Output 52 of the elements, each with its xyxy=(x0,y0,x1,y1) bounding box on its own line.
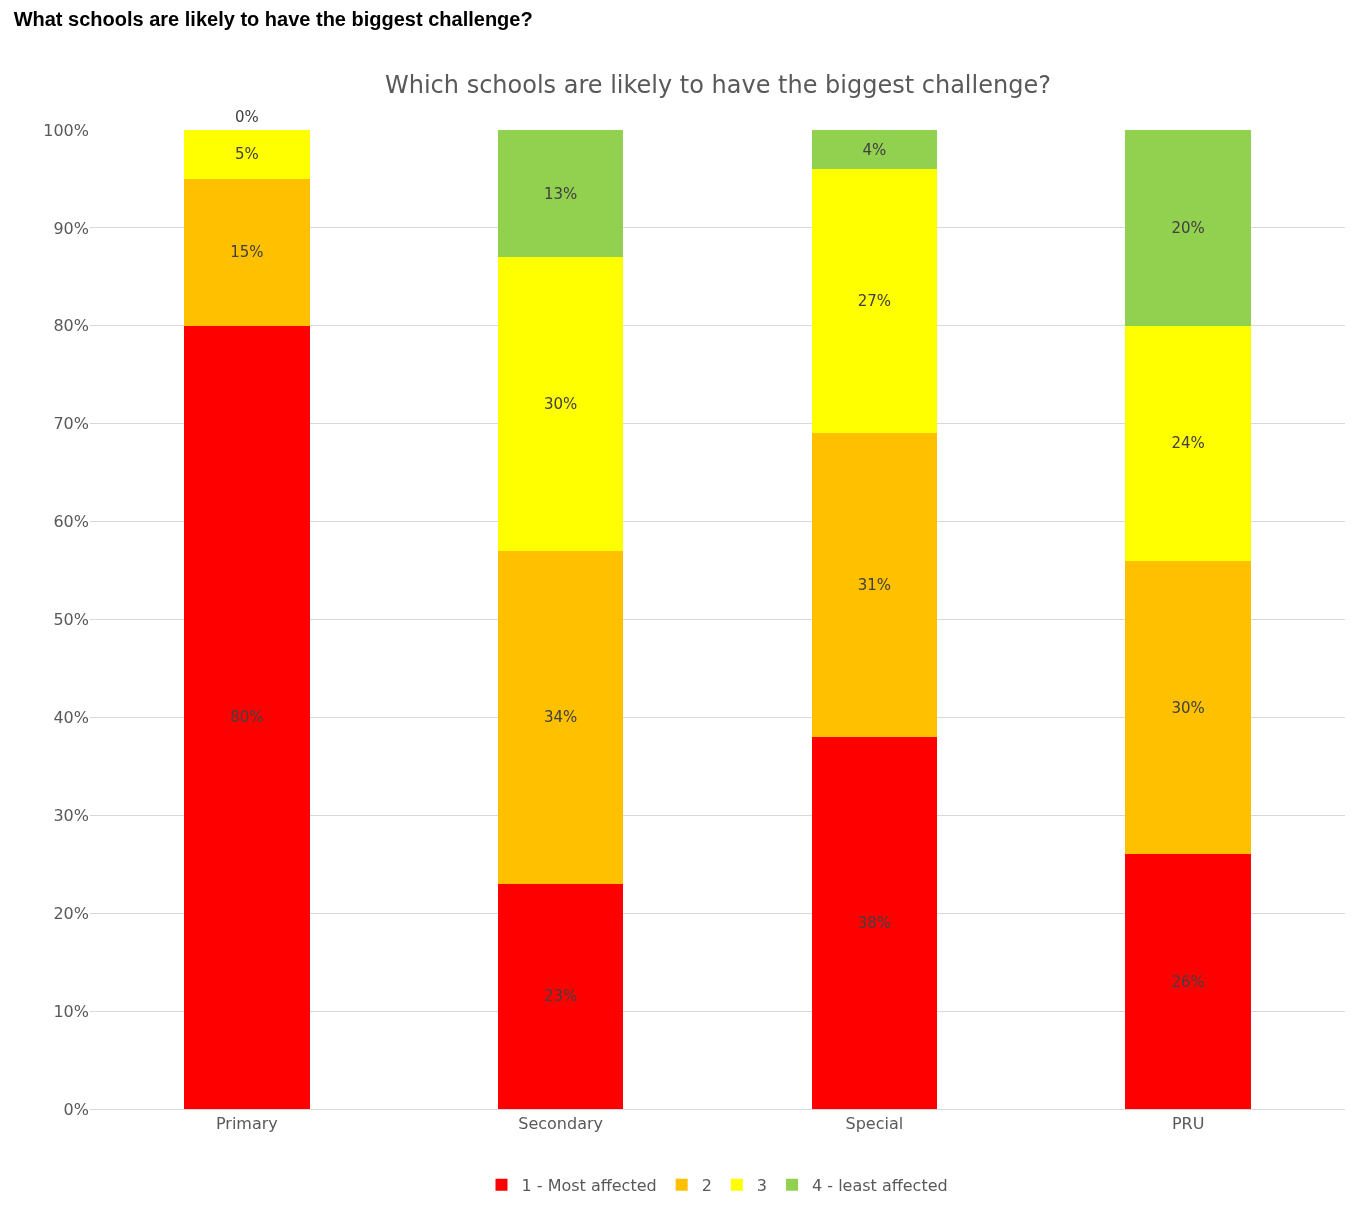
data-label: 80% xyxy=(230,708,264,727)
data-label: 30% xyxy=(543,395,578,414)
data-label: 4% xyxy=(862,140,887,159)
bar xyxy=(811,736,938,1109)
bar xyxy=(811,130,938,170)
bar xyxy=(811,169,938,434)
data-label: 24% xyxy=(1171,434,1205,453)
legend-label: 3 xyxy=(756,1175,768,1195)
bar xyxy=(1125,560,1251,855)
y-tick-label: 70% xyxy=(53,414,89,434)
bar xyxy=(811,433,938,737)
y-tick-label: 80% xyxy=(53,316,89,336)
data-label: 5% xyxy=(234,145,259,164)
chart-title: What schools are likely to have the biggest challenge? xyxy=(13,8,533,31)
bar xyxy=(1125,854,1251,1109)
bar xyxy=(184,178,310,326)
bar xyxy=(184,325,310,1109)
data-label: 0% xyxy=(235,108,259,126)
x-tick-label: Primary xyxy=(215,1114,278,1134)
bar xyxy=(497,130,624,258)
data-label: 27% xyxy=(857,292,892,311)
y-tick-label: 40% xyxy=(53,708,89,727)
data-label: 34% xyxy=(543,708,578,727)
legend-label: 4 - least affected xyxy=(812,1175,948,1195)
x-tick-label: Special xyxy=(845,1114,904,1134)
y-tick-label: 90% xyxy=(53,218,89,238)
bar xyxy=(1125,325,1251,561)
y-tick-label: 60% xyxy=(53,512,89,532)
y-tick-label: 100% xyxy=(43,120,89,140)
y-tick-label: 0% xyxy=(63,1099,89,1119)
data-label: 31% xyxy=(857,576,892,595)
y-tick-label: 20% xyxy=(53,903,89,923)
legend-label: 1 - Most affected xyxy=(521,1175,657,1195)
data-label: 15% xyxy=(230,243,264,262)
data-label: 38% xyxy=(857,913,892,932)
data-label: 20% xyxy=(1171,218,1205,237)
bar xyxy=(1125,130,1251,326)
data-label: 13% xyxy=(543,184,578,203)
chart-subtitle: Which schools are likely to have the biggest challenge? xyxy=(385,71,1051,99)
data-label: 26% xyxy=(1171,972,1205,991)
data-label: 23% xyxy=(543,987,578,1006)
x-tick-label: PRU xyxy=(1171,1114,1205,1134)
data-label: 30% xyxy=(1171,698,1205,717)
y-tick-label: 10% xyxy=(53,1001,89,1021)
bar xyxy=(497,550,624,884)
bar xyxy=(184,130,310,179)
bar xyxy=(497,883,624,1109)
y-tick-label: 50% xyxy=(53,610,89,630)
legend-label: 2 xyxy=(701,1175,712,1195)
y-tick-label: 30% xyxy=(53,805,89,825)
bar xyxy=(497,257,624,551)
x-tick-label: Secondary xyxy=(518,1114,603,1134)
